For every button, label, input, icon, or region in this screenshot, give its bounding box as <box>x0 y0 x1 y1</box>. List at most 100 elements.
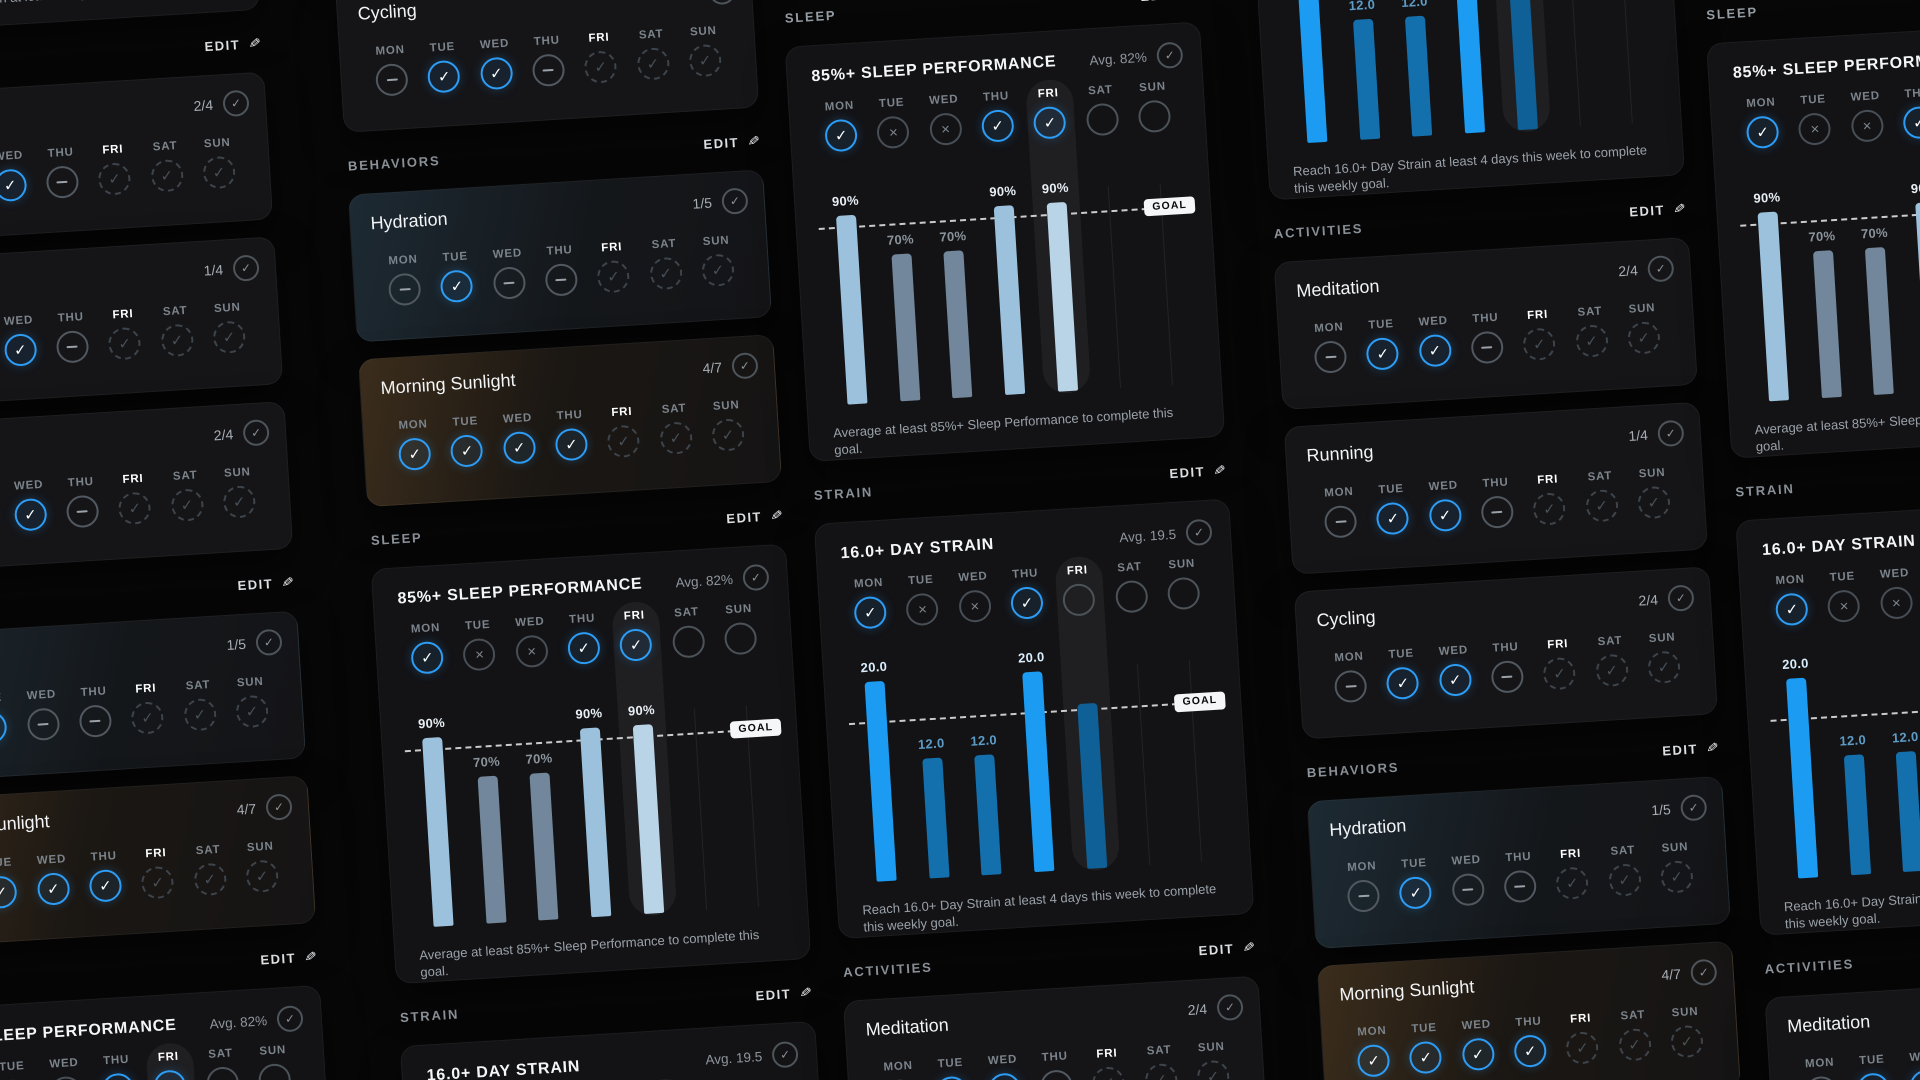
goal-description: Reach 16.0+ Day Strain at least 4 days t… <box>0 0 239 32</box>
card-header: Morning Sunlight 4/7 ✓ <box>1338 958 1718 1008</box>
day-label: THU <box>1515 1015 1542 1029</box>
day-pend-circle: ✓ <box>1626 320 1661 355</box>
edit-button[interactable]: EDIT✎ <box>1662 739 1719 758</box>
day-empty-circle <box>1137 99 1172 134</box>
section-label: SLEEP <box>1705 3 1759 22</box>
day-label: MON <box>1804 1056 1835 1071</box>
day-label: FRI <box>1526 308 1549 322</box>
day-label: FRI <box>122 472 144 486</box>
card-title: Morning Sunlight <box>1338 975 1475 1005</box>
dash-glyph <box>1514 884 1526 889</box>
section-label: ACTIVITIES <box>1273 220 1364 241</box>
chart-bar <box>422 736 454 927</box>
day-check-circle: ✓ <box>566 631 601 666</box>
dash-glyph <box>542 68 555 72</box>
day-dash-circle <box>45 165 80 200</box>
day-dash-circle <box>26 707 61 742</box>
day-label: FRI <box>611 405 633 420</box>
day-label: TUE <box>1858 1053 1885 1068</box>
bar-value-label: 70% <box>938 228 967 245</box>
day-check-circle: ✓ <box>853 595 888 630</box>
check-ring-icon: ✓ <box>1679 793 1708 822</box>
day-label: THU <box>90 850 118 864</box>
day-label: TUE <box>0 1060 25 1074</box>
edit-button[interactable]: EDIT✎ <box>260 948 317 967</box>
section-activities: ACTIVITIESEDIT✎Meditation2/4✓MONTUEWEDTH… <box>1762 930 1920 1080</box>
day-label: WED <box>1461 1018 1492 1033</box>
day-label: FRI <box>157 1050 180 1064</box>
card-title: Morning Sunlight <box>0 810 51 839</box>
progress-badge: 1/5 ✓ <box>226 628 283 658</box>
day-label: SUN <box>213 301 242 316</box>
edit-button[interactable]: EDIT✎ <box>1198 939 1255 958</box>
dash-glyph <box>1481 345 1493 350</box>
card-title: 85%+ SLEEP PERFORMANCE <box>0 1016 178 1049</box>
check-ring-icon: ✓ <box>255 628 283 657</box>
goal-card-morning-sunlight[interactable]: Morning Sunlight4/7✓MONTUEWEDTHUFRISATSU… <box>0 775 317 949</box>
edit-button[interactable]: EDIT✎ <box>204 35 261 54</box>
check-ring-icon: ✓ <box>1216 993 1244 1022</box>
day-grid: MON TUE WED THU FRI SAT SUN ✓ ✓ ✓ ✓ ✓ <box>1302 301 1670 374</box>
day-check-circle: ✓ <box>1428 498 1463 533</box>
section-behaviors: BEHAVIORSEDIT✎Hydration1/5✓MONTUEWEDTHUF… <box>0 569 317 949</box>
chart-bar <box>1452 0 1486 134</box>
day-label: SAT <box>207 1047 234 1061</box>
day-dash-circle <box>492 266 527 300</box>
card-title: 16.0+ DAY STRAIN <box>1761 532 1917 560</box>
edit-button[interactable]: EDIT✎ <box>1169 462 1226 481</box>
day-dash-circle <box>375 62 409 97</box>
card-title: Cycling <box>357 0 418 24</box>
pencil-icon: ✎ <box>279 573 294 591</box>
average-badge: Avg. 82% ✓ <box>675 563 770 596</box>
day-pend-circle: ✓ <box>1659 859 1694 894</box>
section-label: BEHAVIORS <box>347 152 441 174</box>
chart-bar <box>943 250 973 399</box>
day-dash-circle <box>1313 340 1348 374</box>
edit-button[interactable]: EDIT✎ <box>755 984 812 1003</box>
day-label: SUN <box>246 840 274 855</box>
chart-bar <box>1915 201 1920 392</box>
check-ring-icon: ✓ <box>1156 41 1184 70</box>
day-dash-circle <box>1490 659 1525 694</box>
day-label: SAT <box>1597 634 1623 649</box>
day-pend-circle: ✓ <box>192 862 227 897</box>
check-ring-icon: ✓ <box>1690 958 1718 987</box>
edit-button[interactable]: EDIT✎ <box>703 132 760 151</box>
card-title: Hydration <box>1328 814 1407 840</box>
day-check-circle: ✓ <box>13 497 48 532</box>
day-check-circle: ✓ <box>1438 663 1473 697</box>
edit-button[interactable]: EDIT✎ <box>1140 0 1197 3</box>
day-label: SAT <box>651 237 677 252</box>
check-ring-icon: ✓ <box>721 187 749 215</box>
edit-button[interactable]: EDIT✎ <box>237 573 294 593</box>
pencil-icon: ✎ <box>745 132 760 150</box>
goal-column-3: SLEEP EDIT ✎ 85%+ SLEEP PERFORMANCE Avg. 82%… <box>782 0 1311 1080</box>
edit-button[interactable]: EDIT✎ <box>1629 200 1686 219</box>
day-check-circle: ✓ <box>1856 1072 1891 1080</box>
edit-button[interactable]: EDIT✎ <box>726 507 783 526</box>
